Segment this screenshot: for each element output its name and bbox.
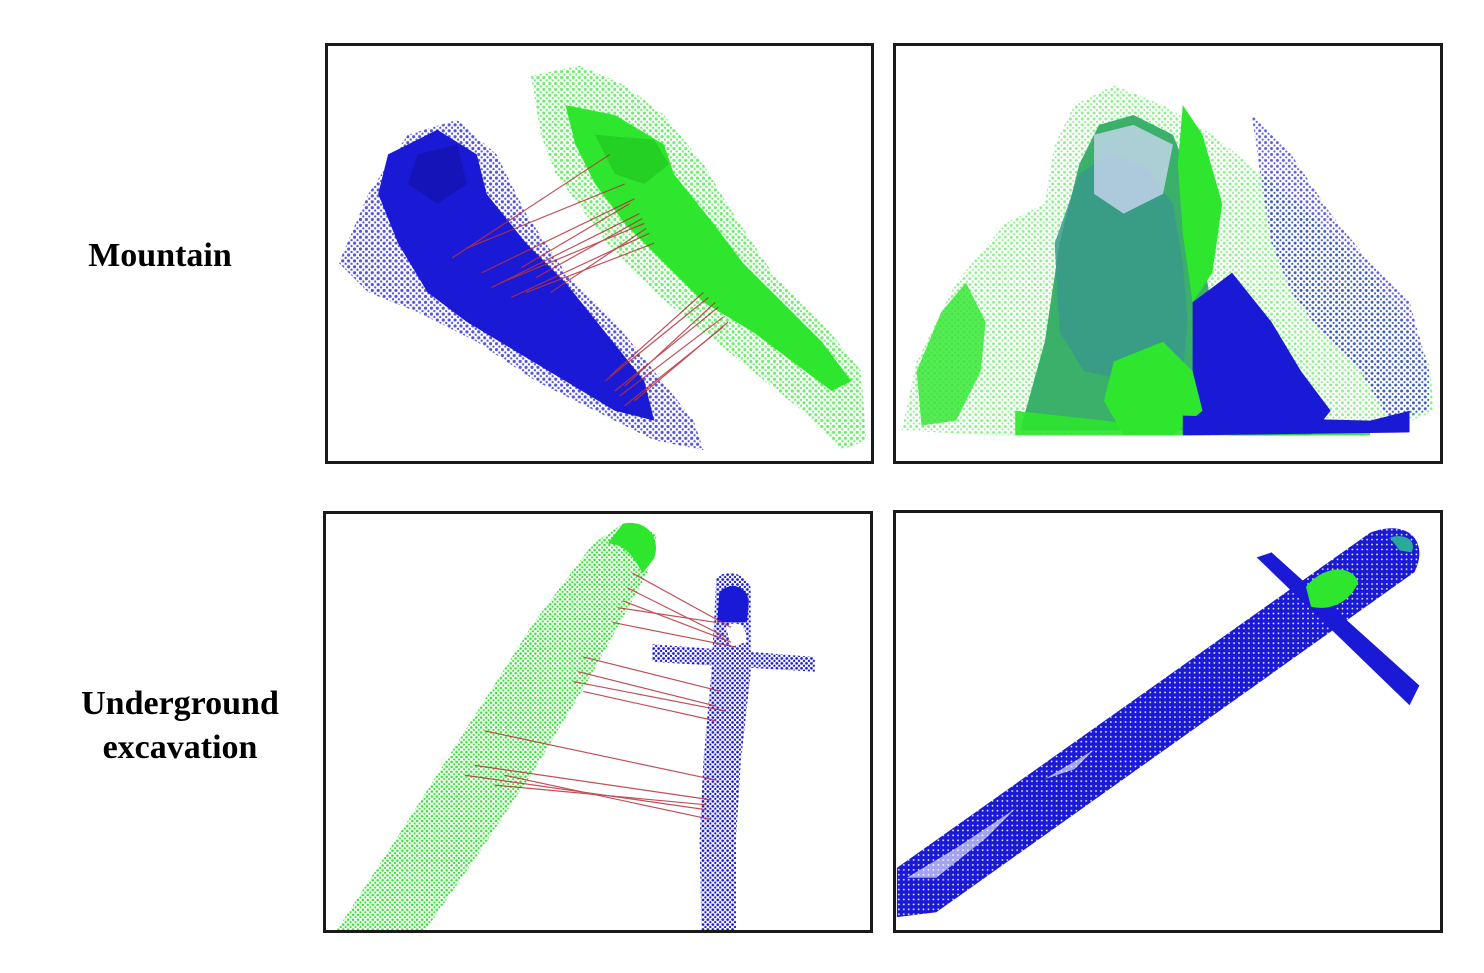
correspondence-lines — [451, 153, 729, 407]
registered-point-clouds — [901, 85, 1435, 436]
registered-tunnel-clouds — [896, 528, 1420, 918]
correspondence-lines — [464, 572, 737, 821]
row-label-mountain: Mountain — [88, 237, 232, 274]
blue-tunnel-cloud — [652, 572, 815, 930]
panel-mountain-correspondences — [325, 43, 874, 464]
underground-correspondence-plot — [336, 522, 815, 930]
panel-mountain-registered — [893, 43, 1443, 464]
green-tunnel-cloud — [336, 522, 658, 930]
green-point-cloud — [530, 65, 867, 451]
underground-registered-plot — [896, 528, 1420, 918]
panel-underground-correspondences — [323, 511, 873, 933]
mountain-registered-plot — [901, 85, 1435, 436]
mountain-correspondence-plot — [338, 65, 867, 451]
row-label-underground-excavation: Underground excavation — [81, 685, 279, 766]
panel-underground-registered — [893, 510, 1443, 933]
